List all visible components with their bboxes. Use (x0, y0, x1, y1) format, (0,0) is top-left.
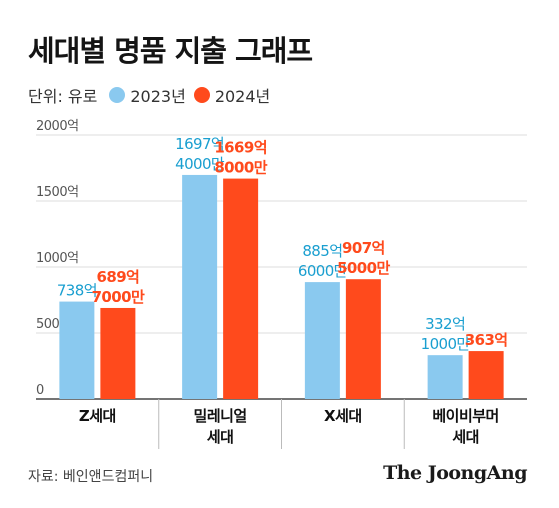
y-tick-label: 1000억 (36, 251, 79, 266)
x-tick-label: 세대 (452, 428, 479, 446)
data-label: 8000만 (214, 159, 267, 177)
data-label: 907억 (342, 239, 385, 257)
brand-logo: The JoongAng (383, 462, 527, 484)
data-label: 363억 (465, 331, 508, 349)
data-label: 885억 (302, 242, 342, 260)
x-tick-label: 세대 (207, 428, 234, 446)
source-note: 자료: 베인앤드컴퍼니 (28, 469, 154, 485)
legend-label-2024: 2024년 (214, 87, 271, 106)
data-label: 4000만 (175, 155, 225, 173)
x-tick-label: 베이비부머 (432, 407, 499, 425)
x-tick-label: Z세대 (79, 407, 116, 425)
bar-2023 (59, 301, 95, 399)
data-label: 5000만 (337, 259, 390, 277)
chart-title: 세대별 명품 지출 그래프 (28, 34, 313, 68)
data-label: 1697억 (175, 135, 224, 153)
y-tick-label: 2000억 (36, 119, 79, 134)
legend-swatch-2023 (109, 87, 126, 103)
bar-2023 (427, 355, 463, 399)
data-label: 332억 (425, 315, 465, 333)
data-label: 689억 (97, 268, 140, 286)
unit-label: 단위: 유로 (28, 87, 98, 106)
data-label: 1669억 (214, 139, 267, 157)
bar-2024 (223, 178, 259, 399)
x-tick-label: 밀레니얼 (194, 407, 247, 425)
legend-item-2023: 2023년 (109, 83, 186, 107)
data-label: 1000만 (421, 335, 471, 353)
bar-2024 (468, 351, 504, 399)
y-tick-label: 0 (36, 383, 44, 398)
y-tick-label: 1500억 (36, 185, 79, 200)
data-label: 6000만 (298, 262, 348, 280)
data-label: 738억 (57, 282, 97, 300)
bar-2023 (182, 174, 218, 399)
legend-swatch-2024 (193, 87, 210, 103)
x-tick-label: X세대 (324, 407, 362, 425)
data-label: 7000만 (92, 288, 145, 306)
legend-label-2023: 2023년 (130, 87, 186, 106)
bar-2024 (345, 279, 381, 399)
bar-2023 (304, 282, 340, 399)
legend: 단위: 유로 2023년 2024년 (28, 84, 278, 106)
bar-2024 (100, 307, 136, 399)
legend-item-2024: 2024년 (193, 83, 271, 107)
